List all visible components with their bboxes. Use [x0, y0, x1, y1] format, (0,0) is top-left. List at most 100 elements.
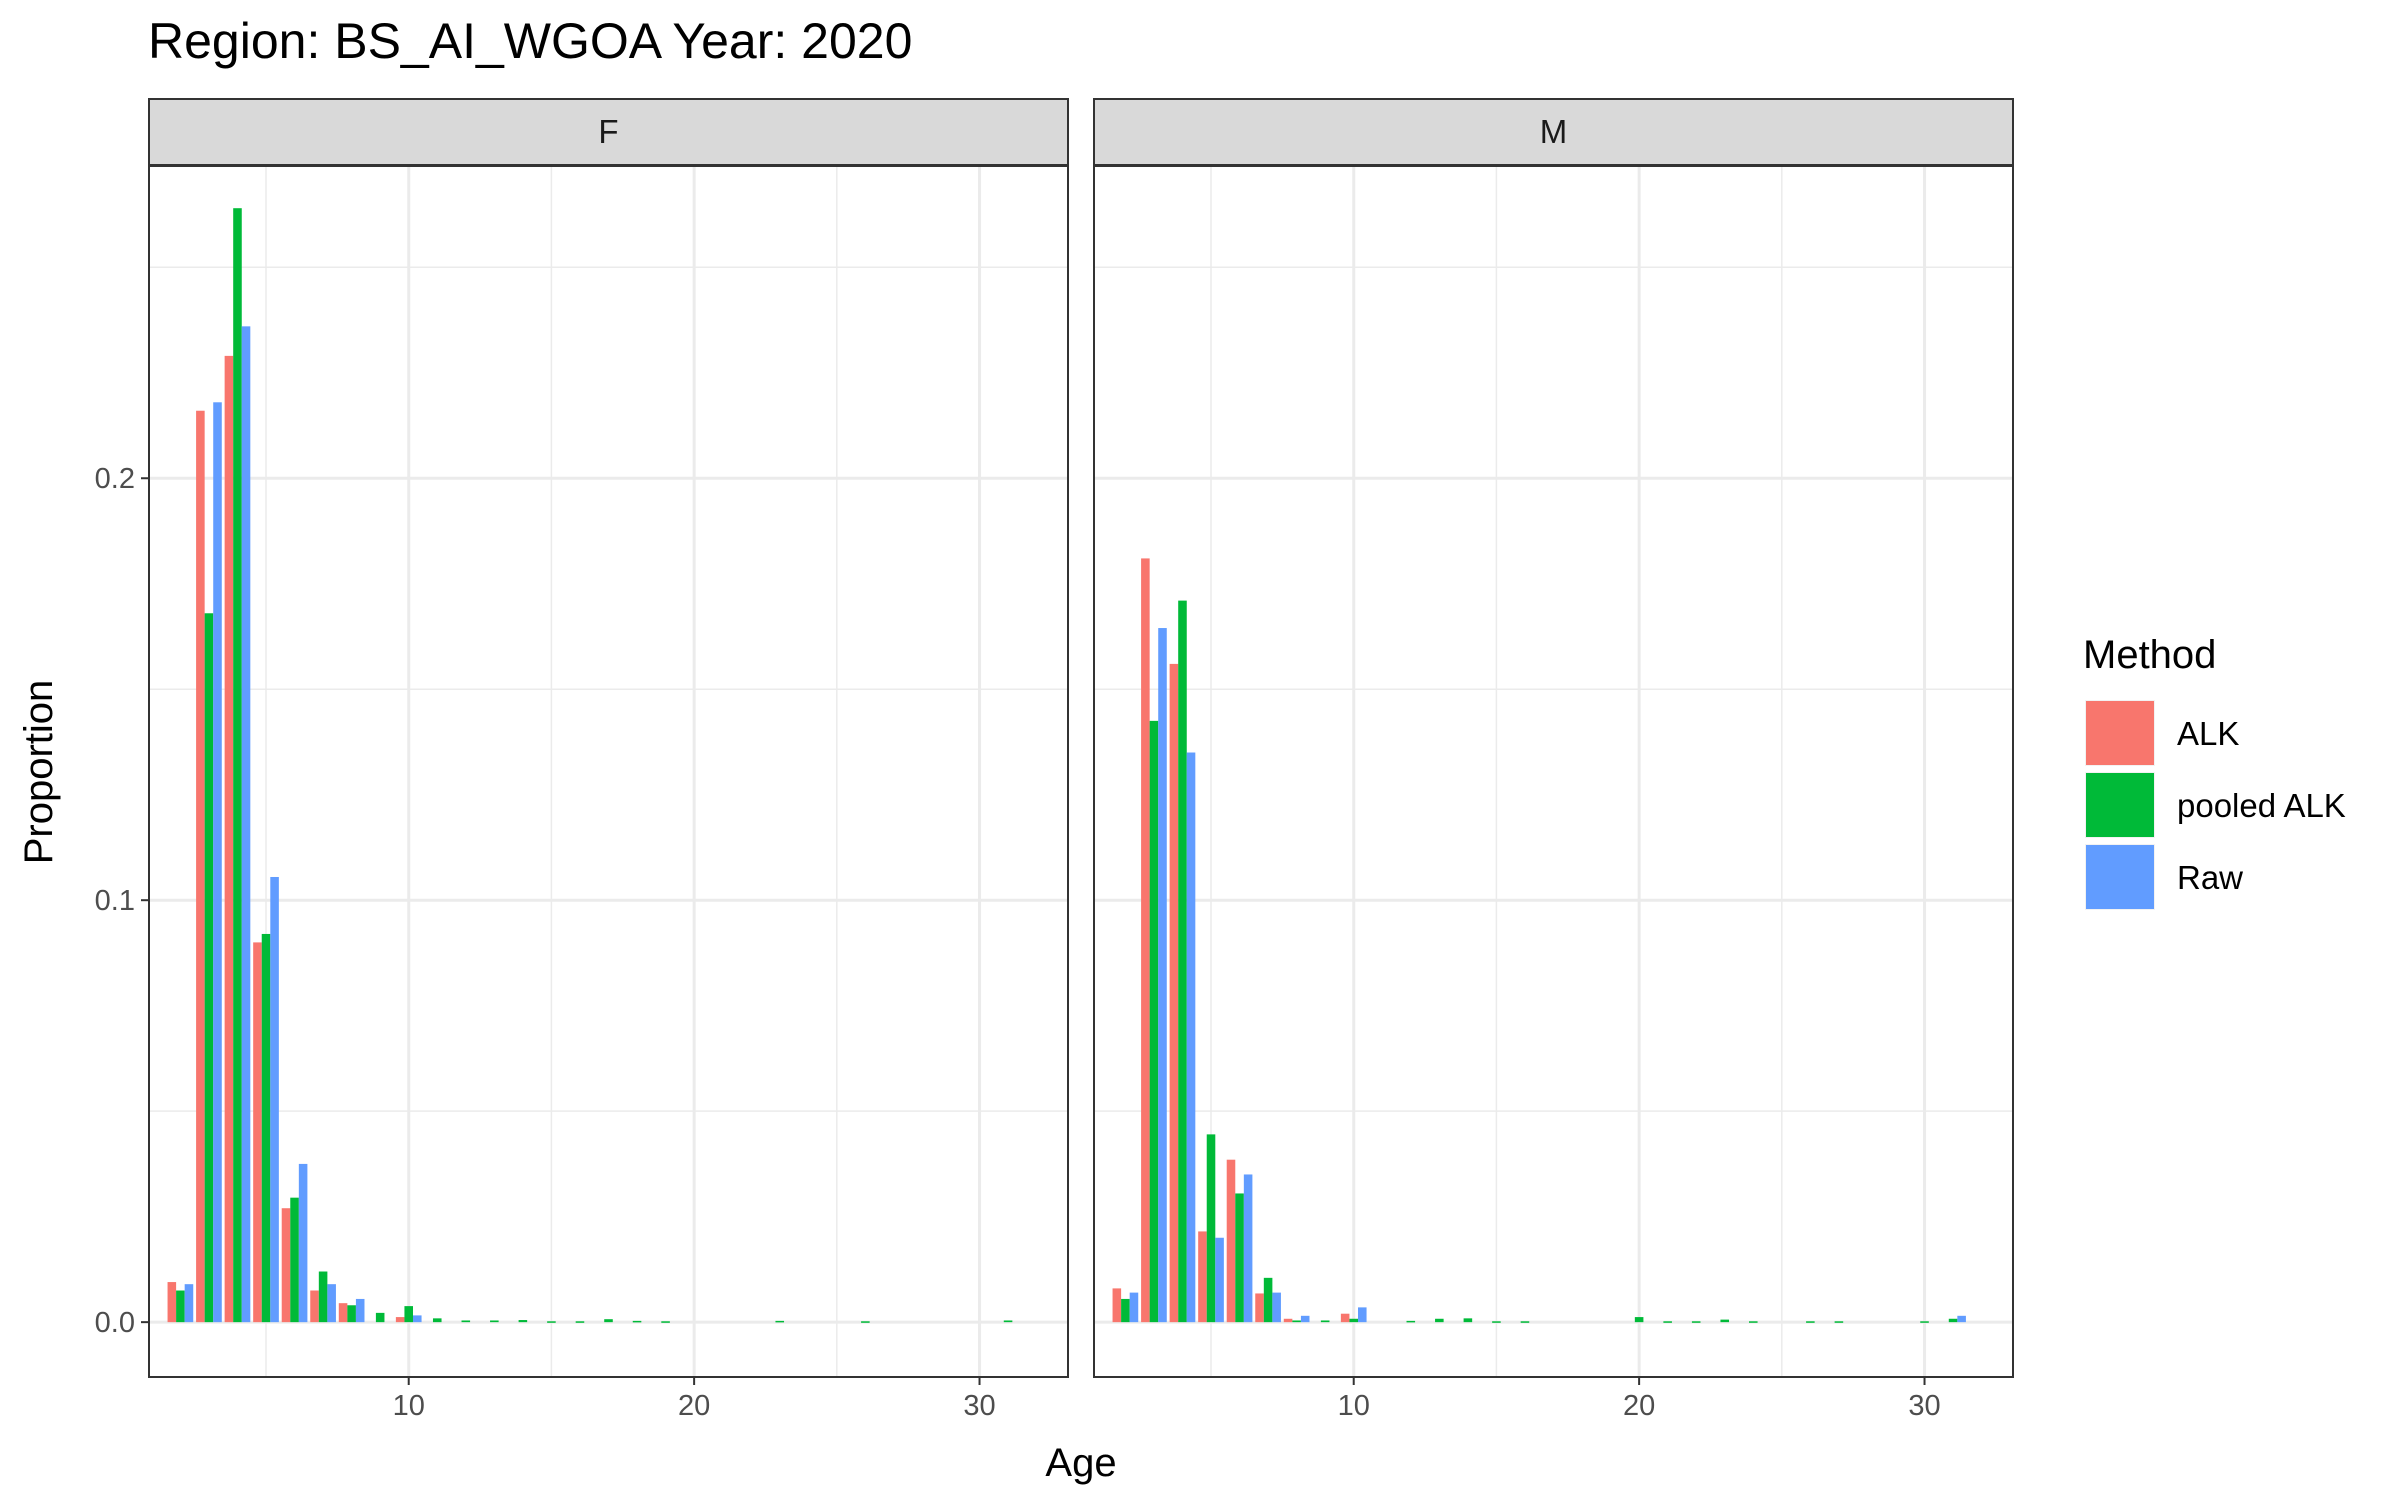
legend-swatch-pooled-alk [2086, 773, 2154, 837]
y-tick-label: 0.1 [95, 885, 135, 917]
bar-pooled-alk-age-31 [1948, 1318, 1958, 1323]
bar-pooled-alk-age-30 [1920, 1321, 1929, 1323]
bar-raw-age-6 [298, 1163, 308, 1323]
bar-raw-age-7 [1272, 1292, 1281, 1323]
bar-raw-age-4 [241, 326, 251, 1323]
bar-pooled-alk-age-26 [861, 1321, 870, 1323]
bar-pooled-alk-age-15 [1492, 1321, 1501, 1323]
bar-raw-age-10 [1357, 1307, 1367, 1323]
bar-pooled-alk-age-16 [1520, 1321, 1530, 1323]
bar-alk-age-3 [1141, 558, 1150, 1323]
bar-pooled-alk-age-13 [1435, 1318, 1444, 1323]
bar-pooled-alk-age-23 [1720, 1319, 1730, 1323]
bar-pooled-alk-age-19 [661, 1321, 670, 1323]
bar-pooled-alk-age-26 [1806, 1321, 1815, 1323]
legend-swatch-alk [2086, 701, 2154, 765]
x-tick-label: 20 [678, 1390, 710, 1422]
bar-raw-age-5 [1215, 1237, 1224, 1323]
bar-alk-age-8 [1283, 1318, 1293, 1323]
bar-pooled-alk-age-6 [290, 1197, 299, 1323]
bar-pooled-alk-age-11 [432, 1318, 442, 1323]
bar-raw-age-10 [412, 1315, 422, 1323]
bar-pooled-alk-age-21 [1663, 1321, 1672, 1323]
bar-pooled-alk-age-17 [604, 1319, 613, 1323]
bar-alk-age-6 [281, 1208, 291, 1323]
bar-raw-age-2 [1129, 1292, 1139, 1323]
bar-pooled-alk-age-15 [547, 1321, 556, 1323]
facet-strip-label: M [1540, 113, 1568, 150]
bar-pooled-alk-age-5 [261, 933, 271, 1323]
bar-pooled-alk-age-10 [1349, 1318, 1358, 1323]
y-axis-title: Proportion [17, 680, 61, 865]
bar-pooled-alk-age-12 [461, 1320, 471, 1323]
bar-pooled-alk-age-8 [1292, 1320, 1301, 1323]
legend-title: Method [2083, 633, 2216, 677]
bar-pooled-alk-age-14 [518, 1320, 528, 1323]
y-tick-label: 0.0 [95, 1307, 135, 1339]
x-tick-label: 30 [963, 1390, 995, 1422]
bar-pooled-alk-age-18 [632, 1320, 642, 1323]
x-axis-title: Age [1045, 1441, 1116, 1485]
bar-raw-age-4 [1186, 752, 1196, 1323]
bar-raw-age-3 [213, 402, 222, 1323]
bar-pooled-alk-age-14 [1463, 1318, 1473, 1323]
bar-pooled-alk-age-31 [1003, 1320, 1013, 1323]
panel-m: M 10 20 30 [1093, 98, 2014, 1422]
bar-pooled-alk-age-9 [375, 1312, 385, 1323]
bar-pooled-alk-age-22 [1691, 1321, 1701, 1323]
bar-alk-age-5 [1198, 1231, 1207, 1323]
bar-alk-age-5 [253, 942, 262, 1323]
bar-pooled-alk-age-7 [318, 1271, 328, 1323]
bar-pooled-alk-age-23 [775, 1320, 785, 1323]
bar-pooled-alk-age-2 [1121, 1298, 1130, 1323]
bar-pooled-alk-age-9 [1320, 1320, 1330, 1323]
bar-pooled-alk-age-5 [1206, 1134, 1216, 1323]
chart-title: Region: BS_AI_WGOA Year: 2020 [148, 13, 912, 69]
bar-alk-age-2 [1112, 1288, 1122, 1323]
bar-raw-age-8 [355, 1298, 365, 1323]
legend-label-pooled-alk: pooled ALK [2177, 787, 2346, 824]
bar-alk-age-10 [1340, 1313, 1350, 1323]
bar-pooled-alk-age-3 [204, 613, 214, 1323]
bar-pooled-alk-age-24 [1749, 1321, 1758, 1323]
legend-label-raw: Raw [2177, 859, 2243, 896]
legend-swatch-raw [2086, 845, 2154, 909]
bar-raw-age-8 [1300, 1315, 1310, 1323]
x-tick-label: 30 [1908, 1390, 1940, 1422]
x-tick-label: 20 [1623, 1390, 1655, 1422]
bar-alk-age-6 [1226, 1159, 1236, 1323]
bar-alk-age-8 [338, 1303, 348, 1323]
bar-alk-age-10 [395, 1317, 405, 1323]
bar-alk-age-4 [1169, 663, 1179, 1323]
panel-f: F 10 20 30 0.0 0.1 0.2 [95, 98, 1069, 1422]
bar-pooled-alk-age-16 [575, 1321, 585, 1323]
bar-pooled-alk-age-2 [176, 1290, 185, 1323]
bar-pooled-alk-age-6 [1235, 1193, 1244, 1323]
x-tick-label: 10 [1338, 1390, 1370, 1422]
bar-pooled-alk-age-8 [347, 1305, 356, 1323]
bar-alk-age-7 [1255, 1293, 1264, 1323]
bar-pooled-alk-age-10 [404, 1306, 413, 1323]
bar-pooled-alk-age-20 [1634, 1317, 1644, 1323]
bar-raw-age-6 [1243, 1174, 1253, 1323]
bar-raw-age-5 [270, 876, 279, 1323]
bar-alk-age-4 [224, 355, 234, 1323]
facet-strip-label: F [598, 113, 618, 150]
bar-pooled-alk-age-3 [1149, 720, 1159, 1323]
bar-raw-age-3 [1158, 628, 1167, 1323]
legend: Method ALK pooled ALK Raw [2083, 633, 2346, 910]
bar-raw-age-2 [184, 1284, 194, 1323]
facet-strip [1093, 98, 2014, 166]
y-tick-label: 0.2 [95, 463, 135, 495]
x-tick-label: 10 [393, 1390, 425, 1422]
facet-strip [148, 98, 1069, 166]
bar-pooled-alk-age-7 [1263, 1277, 1273, 1323]
bar-alk-age-2 [167, 1282, 177, 1323]
bar-pooled-alk-age-27 [1834, 1321, 1844, 1323]
bar-pooled-alk-age-12 [1406, 1320, 1416, 1323]
bar-pooled-alk-age-4 [1178, 600, 1187, 1323]
bar-raw-age-7 [327, 1284, 336, 1323]
bar-raw-age-31 [1957, 1315, 1966, 1323]
